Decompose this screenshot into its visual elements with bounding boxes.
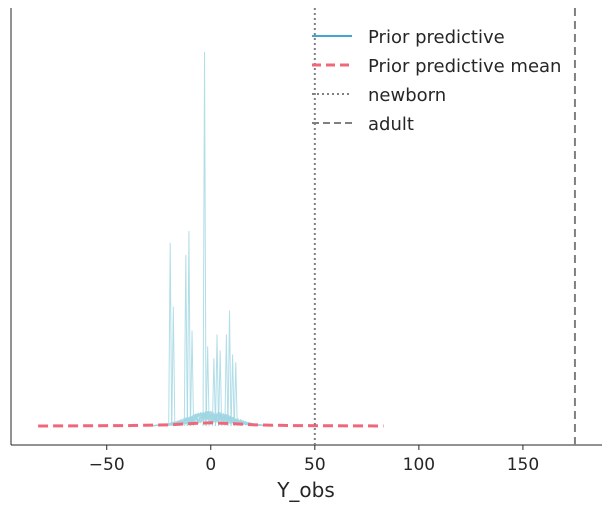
x-axis-label: Y_obs	[276, 478, 335, 502]
prior-predictive-peak	[190, 330, 195, 427]
prior-predictive-draws	[148, 51, 274, 427]
x-tick-label: 150	[507, 455, 539, 475]
x-tick-label: 100	[403, 455, 435, 475]
prior-predictive-peak	[168, 242, 173, 427]
plot-axes	[10, 8, 602, 446]
prior-predictive-peak	[171, 306, 176, 427]
prior-predictive-peak	[205, 346, 210, 427]
x-tick-label: 50	[304, 455, 326, 475]
prior-predictive-peak	[218, 350, 223, 427]
legend-label-newborn: newborn	[368, 85, 446, 106]
prior-predictive-peak	[230, 354, 235, 427]
prior-predictive-peak	[202, 51, 207, 427]
x-tick-label: −50	[89, 455, 125, 475]
prior-predictive-peak	[215, 334, 220, 427]
legend-label-prior-predictive-mean: Prior predictive mean	[368, 56, 561, 77]
prior-predictive-peak	[224, 334, 229, 427]
legend-label-prior-predictive: Prior predictive	[368, 27, 505, 48]
chart-marks	[38, 8, 576, 445]
prior-predictive-peak	[227, 310, 232, 427]
prior-predictive-peak	[233, 362, 238, 427]
prior-predictive-peak	[211, 358, 216, 427]
x-ticks: −50 0 50 100 150	[89, 445, 539, 475]
legend-label-adult: adult	[368, 114, 414, 135]
prior-predictive-mean-line	[38, 421, 384, 428]
x-tick-label: 0	[205, 455, 216, 475]
prior-predictive-peak	[186, 230, 191, 427]
legend: Prior predictive Prior predictive mean n…	[312, 27, 561, 135]
prior-predictive-peak	[183, 254, 188, 427]
